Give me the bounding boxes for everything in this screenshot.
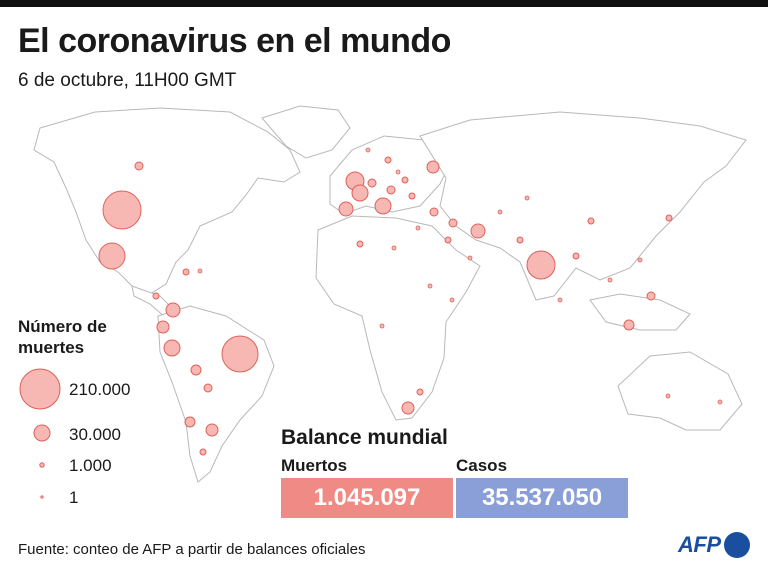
death-bubble-25 — [448, 218, 458, 228]
legend-label-1: 1 — [69, 488, 79, 507]
death-bubble-10 — [184, 416, 196, 428]
death-bubble-14 — [351, 184, 369, 202]
legend-bubble-1000 — [39, 462, 45, 468]
death-bubble-46 — [467, 255, 473, 261]
land-greenland — [261, 105, 351, 159]
death-bubble-20 — [401, 176, 409, 184]
death-bubble-8 — [190, 364, 202, 376]
land-asia — [419, 111, 747, 301]
death-bubble-19 — [386, 185, 396, 195]
death-bubble-33 — [587, 217, 595, 225]
legend-bubble-210000 — [19, 368, 61, 410]
death-bubble-41 — [665, 393, 671, 399]
map-subtitle: 6 de octubre, 11H00 GMT — [18, 70, 237, 91]
death-bubble-31 — [623, 319, 635, 331]
map-title: El coronavirus en el mundo — [18, 22, 451, 60]
death-bubble-1 — [102, 190, 142, 230]
death-bubble-36 — [516, 236, 524, 244]
legend-title: Número de muertes — [18, 317, 107, 357]
top-rule — [0, 0, 768, 7]
death-bubble-48 — [607, 277, 613, 283]
death-bubble-54 — [637, 257, 643, 263]
legend-label-210000: 210.000 — [69, 380, 131, 399]
death-bubble-51 — [415, 225, 421, 231]
land-africa — [315, 215, 481, 421]
cases-label: Casos — [456, 456, 508, 475]
deaths-label: Muertos — [281, 456, 348, 475]
land-north-america — [33, 107, 301, 295]
balance-title: Balance mundial — [281, 426, 448, 449]
death-bubble-49 — [365, 147, 371, 153]
death-bubble-5 — [163, 339, 181, 357]
land-australia — [617, 351, 743, 431]
afp-logo-dot — [723, 532, 750, 558]
death-bubble-12 — [199, 448, 207, 456]
death-bubble-39 — [152, 292, 160, 300]
death-bubble-4 — [526, 250, 556, 280]
death-bubble-30 — [391, 245, 397, 251]
cases-value: 35.537.050 — [456, 478, 628, 518]
death-bubble-7 — [165, 302, 181, 318]
death-bubble-40 — [197, 268, 203, 274]
death-bubble-22 — [408, 192, 416, 200]
death-bubble-26 — [444, 236, 452, 244]
death-bubble-18 — [367, 178, 377, 188]
death-bubble-15 — [338, 201, 354, 217]
legend-bubbles — [19, 368, 61, 499]
death-bubble-27 — [401, 401, 415, 415]
death-bubble-32 — [646, 291, 656, 301]
source-note: Fuente: conteo de AFP a partir de balanc… — [18, 541, 366, 558]
death-bubble-44 — [379, 323, 385, 329]
death-bubble-24 — [470, 223, 486, 239]
afp-logo: AFP — [678, 532, 750, 558]
death-bubble-34 — [665, 214, 673, 222]
land-south-america — [157, 305, 275, 483]
death-bubble-3 — [221, 335, 259, 373]
legend-label-1000: 1.000 — [69, 456, 112, 475]
death-bubble-53 — [524, 195, 530, 201]
legend-bubble-30000 — [33, 424, 51, 442]
legend-bubble-1 — [40, 495, 44, 499]
death-bubble-6 — [156, 320, 170, 334]
land-southeast-asia — [589, 293, 691, 331]
death-bubble-38 — [182, 268, 190, 276]
death-bubble-21 — [384, 156, 392, 164]
death-bubble-23 — [429, 207, 439, 217]
death-bubble-2 — [98, 242, 126, 270]
death-bubble-45 — [449, 297, 455, 303]
death-bubble-50 — [395, 169, 401, 175]
death-bubble-35 — [572, 252, 580, 260]
death-bubble-37 — [134, 161, 144, 171]
afp-logo-text: AFP — [678, 532, 721, 557]
legend-label-30000: 30.000 — [69, 425, 121, 444]
death-bubble-11 — [205, 423, 219, 437]
death-bubble-17 — [426, 160, 440, 174]
deaths-value: 1.045.097 — [281, 478, 453, 518]
death-bubble-9 — [203, 383, 213, 393]
death-bubble-43 — [427, 283, 433, 289]
death-bubbles — [98, 147, 723, 456]
death-bubble-28 — [416, 388, 424, 396]
death-bubble-42 — [717, 399, 723, 405]
death-bubble-47 — [557, 297, 563, 303]
death-bubble-52 — [497, 209, 503, 215]
death-bubble-29 — [356, 240, 364, 248]
death-bubble-16 — [374, 197, 392, 215]
